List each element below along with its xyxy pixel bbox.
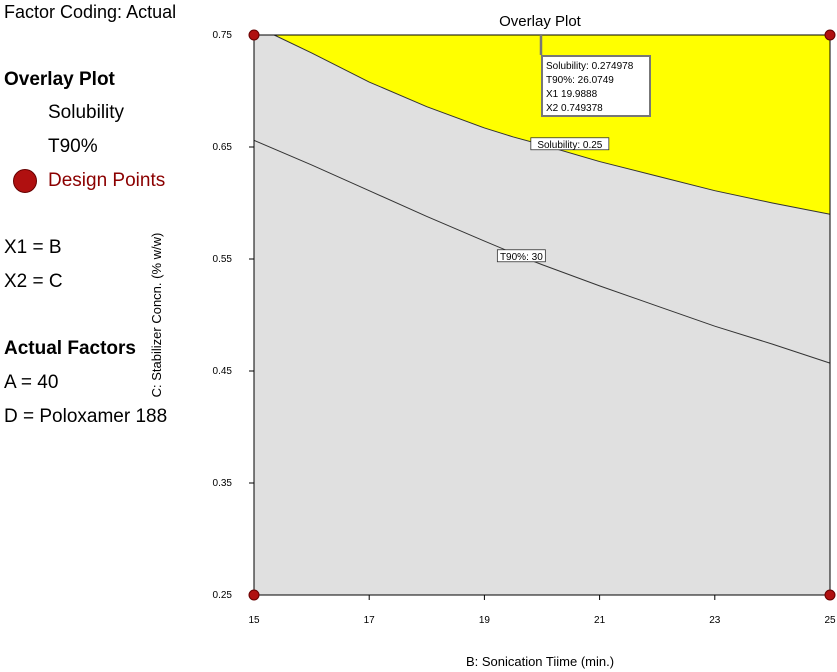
plot-area — [253, 34, 831, 596]
factor-coding-label: Factor Coding: Actual — [4, 2, 177, 22]
y-tick-label: 0.65 — [213, 142, 233, 153]
y-tick-label: 0.35 — [213, 478, 233, 489]
x-axis-label: B: Sonication Tiime (min.) — [466, 654, 614, 669]
contour-labels: Solubility: 0.25 T90%: 30 Solubility: 0.27… — [248, 29, 836, 601]
x-tick-label: 23 — [709, 615, 721, 626]
flag-value-line: X2 0.749378 — [546, 103, 603, 114]
flag-value-line: Solubility: 0.274978 — [546, 61, 634, 72]
overlay-plot-heading: Overlay Plot — [4, 69, 115, 90]
y-axis-label: C: Stabilizer Concn. (% w/w) — [149, 233, 164, 398]
contour-line-solubility — [273, 34, 831, 215]
x1-definition: X1 = B — [4, 237, 62, 258]
x-tick-label: 21 — [594, 615, 606, 626]
factor-d-value: D = Poloxamer 188 — [4, 406, 168, 427]
contour-label-box — [530, 137, 610, 151]
x-tick-label: 17 — [364, 615, 376, 626]
flag-box — [541, 55, 651, 117]
design-point — [248, 589, 260, 601]
legend-panel: Factor Coding: Actual Overlay Plot Solub… — [0, 0, 230, 672]
flag-value-line: T90%: 26.0749 — [546, 75, 614, 86]
factor-a-value: A = 40 — [4, 372, 59, 393]
legend-solubility: Solubility — [48, 102, 125, 123]
y-tick-label: 0.55 — [213, 254, 233, 265]
design-point — [824, 589, 836, 601]
feasible-region — [274, 35, 830, 215]
x2-definition: X2 = C — [4, 271, 63, 292]
design-point — [248, 29, 260, 41]
legend-design-points: Design Points — [48, 170, 166, 191]
y-tick-label: 0.25 — [213, 590, 233, 601]
contour-label: T90%: 30 — [500, 252, 543, 263]
x-tick-label: 19 — [479, 615, 491, 626]
actual-factors-heading: Actual Factors — [4, 338, 136, 359]
design-point — [824, 29, 836, 41]
y-tick-label: 0.45 — [213, 366, 233, 377]
flag-value-line: X1 19.9888 — [546, 89, 598, 100]
contour-label: Solubility: 0.25 — [537, 140, 602, 151]
chart-title: Overlay Plot — [499, 13, 582, 30]
x-tick-label: 15 — [248, 615, 260, 626]
contour-label-box — [496, 249, 546, 263]
y-tick-label: 0.75 — [213, 30, 233, 41]
design-point-legend-icon — [13, 169, 37, 193]
legend-t90: T90% — [48, 136, 98, 157]
axis-ticks: 15 17 19 21 23 25 0.25 0.35 0.45 0.55 0.65 0.75 — [213, 30, 836, 626]
x-tick-label: 25 — [824, 615, 836, 626]
